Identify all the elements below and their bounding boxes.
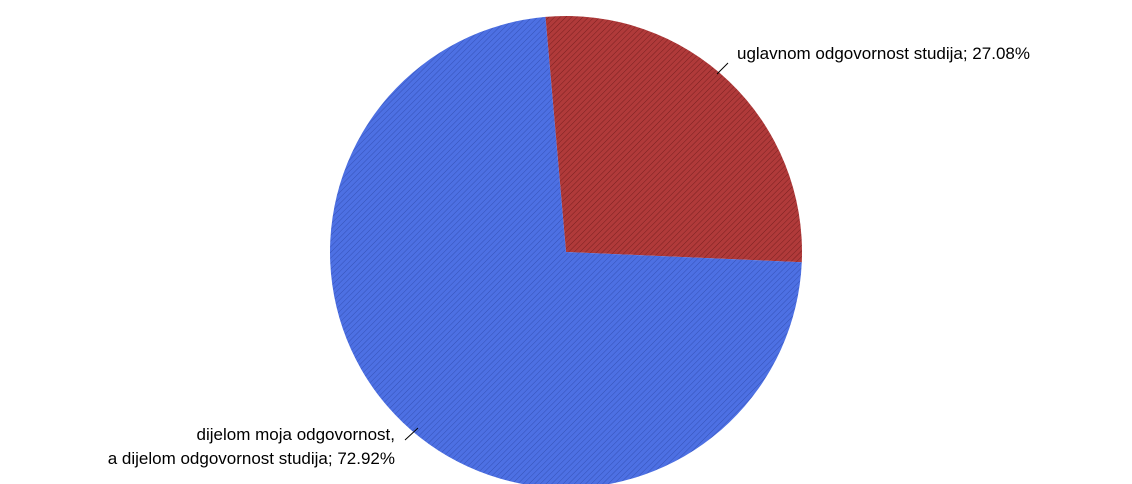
slice-label-line: uglavnom odgovornost studija; 27.08% <box>737 44 1030 63</box>
label-leader-line <box>716 62 729 75</box>
pie-slice-dijelom <box>330 16 802 484</box>
pie-labels: uglavnom odgovornost studija; 27.08% dije… <box>108 44 1030 468</box>
pie-slice-studija <box>545 16 803 263</box>
slice-label-studija: uglavnom odgovornost studija; 27.08% <box>737 44 1030 63</box>
pie-slices <box>330 16 803 484</box>
label-leader-line <box>404 427 419 441</box>
slice-label-dijelom: dijelom moja odgovornost, a dijelom odgov… <box>108 425 395 468</box>
slice-label-line: dijelom moja odgovornost, <box>197 425 395 444</box>
slice-label-line: a dijelom odgovornost studija; 72.92% <box>108 449 395 468</box>
